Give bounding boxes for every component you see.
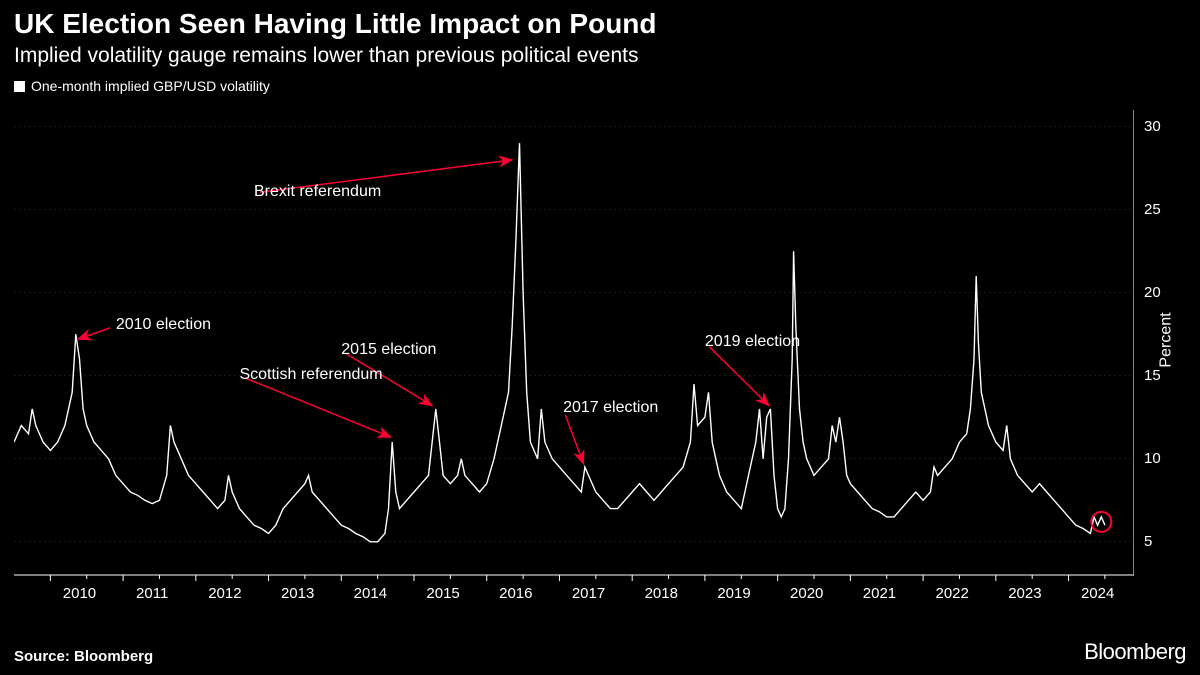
annotation-label: 2015 election (341, 341, 436, 359)
x-tick-label: 2013 (281, 585, 314, 602)
annotation-arrow (565, 415, 583, 464)
chart-svg (14, 100, 1134, 605)
annotation-label: 2019 election (705, 333, 800, 351)
y-tick-label: 25 (1144, 201, 1161, 218)
x-tick-label: 2014 (354, 585, 387, 602)
chart-area (14, 100, 1134, 605)
x-tick-label: 2011 (136, 585, 168, 602)
y-tick-label: 15 (1144, 367, 1161, 384)
y-tick-label: 5 (1144, 533, 1152, 550)
y-axis-label: Percent (1157, 312, 1175, 367)
x-tick-label: 2020 (790, 585, 823, 602)
x-tick-label: 2022 (935, 585, 968, 602)
annotation-arrow (245, 378, 391, 437)
y-tick-label: 20 (1144, 284, 1161, 301)
x-tick-label: 2010 (63, 585, 96, 602)
annotation-label: Brexit referendum (254, 183, 381, 201)
annotation-arrow (709, 347, 769, 406)
source-text: Source: Bloomberg (14, 648, 153, 665)
x-tick-label: 2019 (717, 585, 750, 602)
y-tick-label: 10 (1144, 450, 1161, 467)
x-tick-label: 2023 (1008, 585, 1041, 602)
annotation-label: Scottish referendum (239, 366, 382, 384)
chart-subtitle: Implied volatility gauge remains lower t… (14, 44, 638, 68)
x-tick-label: 2017 (572, 585, 605, 602)
annotation-label: 2010 election (116, 316, 211, 334)
legend-swatch (14, 81, 25, 92)
x-tick-label: 2024 (1081, 585, 1114, 602)
chart-title: UK Election Seen Having Little Impact on… (14, 8, 657, 40)
x-tick-label: 2016 (499, 585, 532, 602)
x-tick-label: 2021 (863, 585, 896, 602)
annotation-label: 2017 election (563, 399, 658, 417)
annotation-arrow (78, 328, 110, 339)
data-line (14, 143, 1105, 542)
x-tick-label: 2015 (426, 585, 459, 602)
legend-label: One-month implied GBP/USD volatility (31, 78, 270, 94)
x-tick-label: 2018 (645, 585, 678, 602)
legend: One-month implied GBP/USD volatility (14, 78, 270, 94)
y-tick-label: 30 (1144, 118, 1161, 135)
x-tick-label: 2012 (208, 585, 241, 602)
brand-logo: Bloomberg (1084, 639, 1186, 665)
highlight-circle (1091, 512, 1111, 532)
